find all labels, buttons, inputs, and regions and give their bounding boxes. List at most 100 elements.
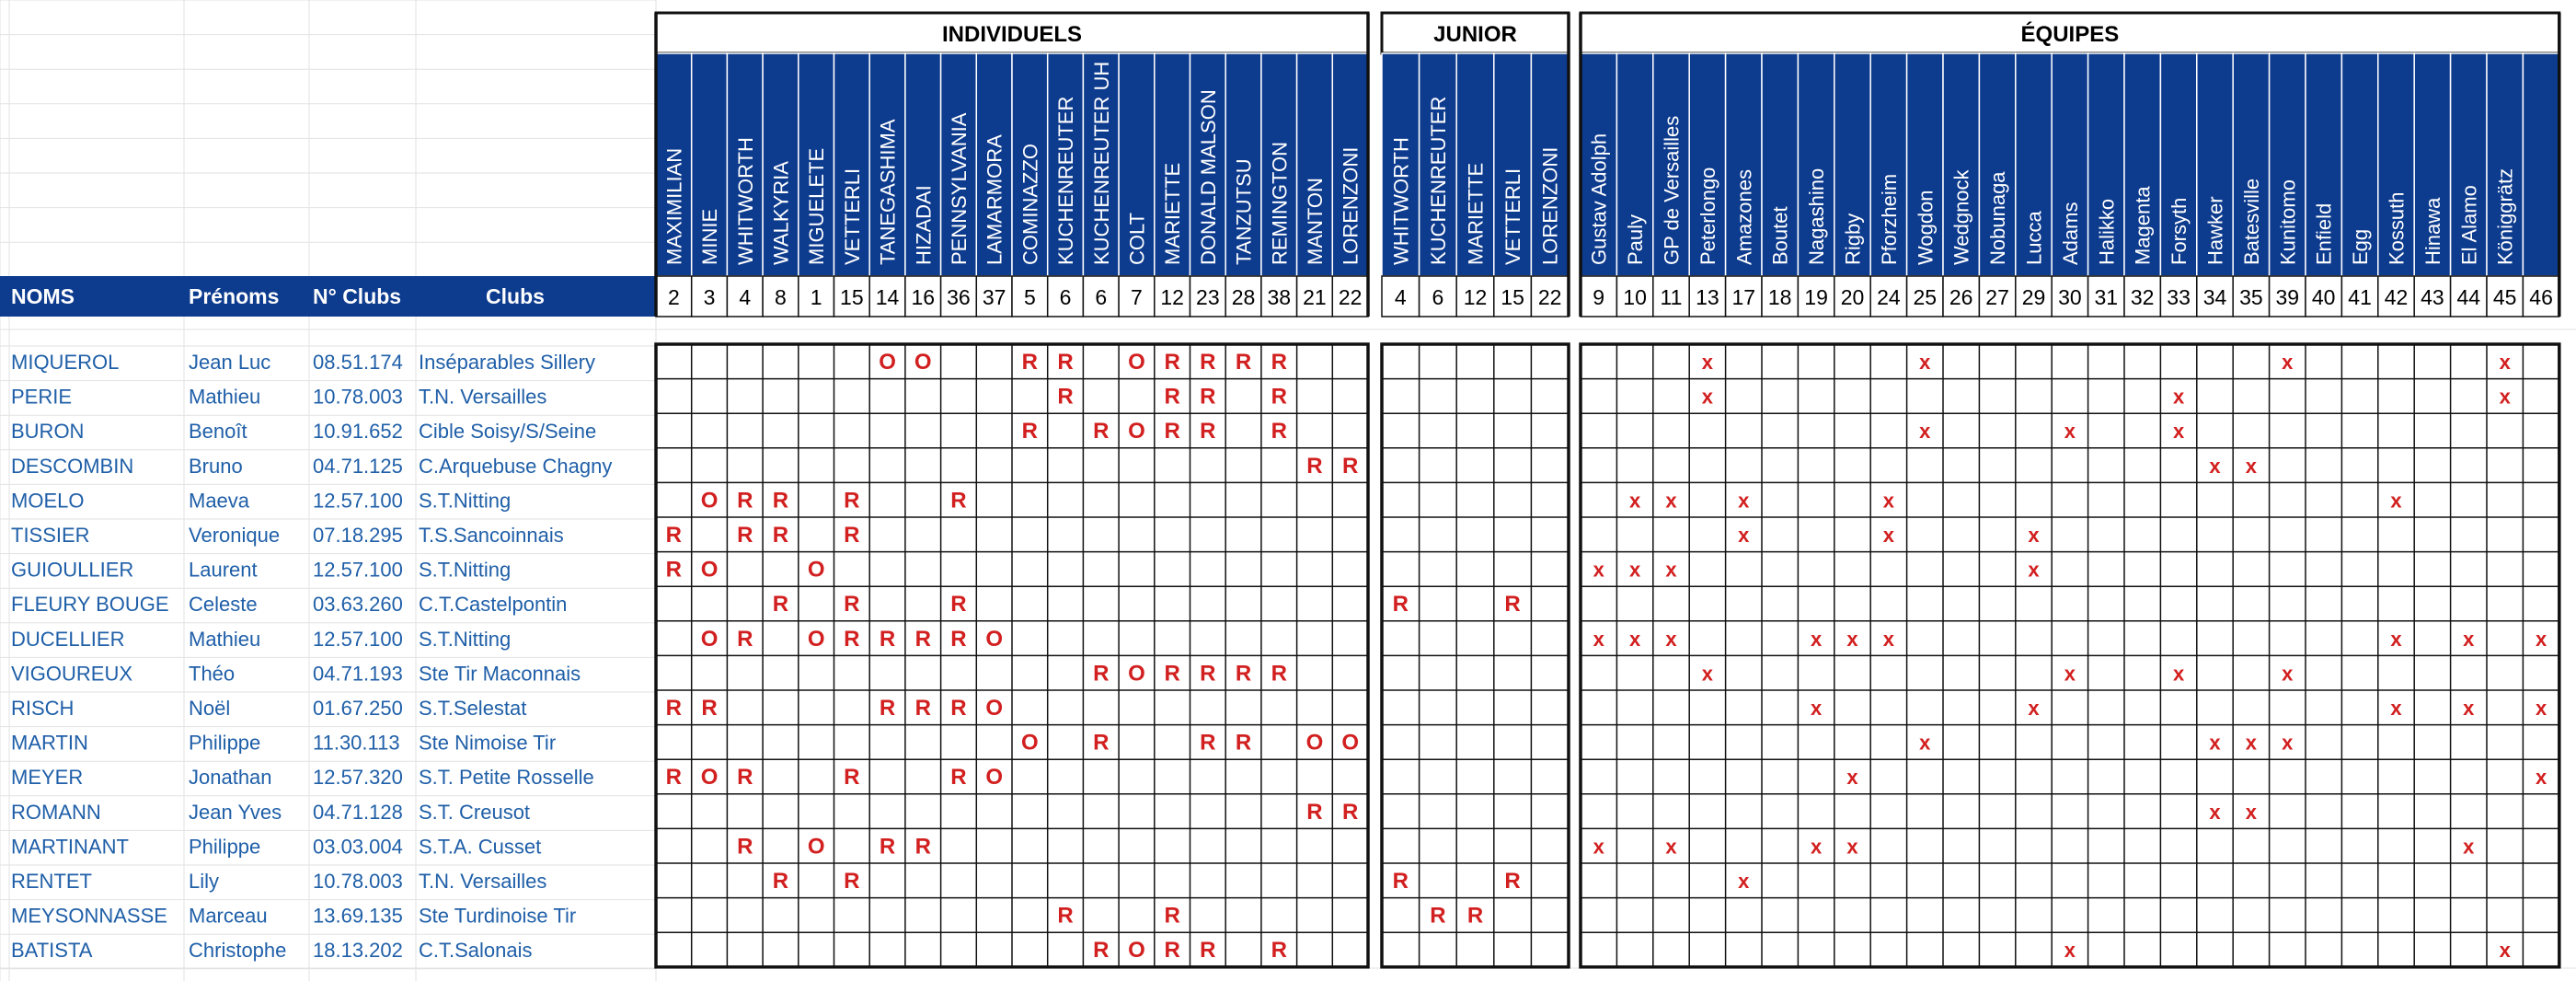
equipe-mark[interactable]: x xyxy=(1919,420,1931,443)
row-prenom[interactable]: Jonathan xyxy=(189,766,272,789)
equipe-mark[interactable]: x xyxy=(1846,766,1858,789)
individuel-mark[interactable]: R xyxy=(844,523,859,548)
individuel-mark[interactable]: O xyxy=(1341,731,1359,756)
individuel-mark[interactable]: R xyxy=(844,765,859,790)
individuel-mark[interactable]: O xyxy=(1306,731,1324,756)
individuel-mark[interactable]: R xyxy=(1236,350,1251,375)
junior-mark[interactable]: R xyxy=(1430,904,1445,929)
individuel-mark[interactable]: R xyxy=(1093,661,1109,686)
row-club[interactable]: T.S.Sancoinnais xyxy=(419,524,564,547)
row-club-no[interactable]: 08.51.174 xyxy=(313,351,403,374)
row-nom[interactable]: FLEURY BOUGE xyxy=(11,593,169,616)
row-prenom[interactable]: Bruno xyxy=(189,455,243,478)
junior-mark[interactable]: R xyxy=(1504,869,1520,894)
individuel-mark[interactable]: R xyxy=(1271,419,1287,444)
equipe-mark[interactable]: x xyxy=(2536,697,2547,720)
individuel-mark[interactable]: O xyxy=(985,627,1003,652)
equipe-mark[interactable]: x xyxy=(1702,386,1714,409)
equipe-mark[interactable]: x xyxy=(2536,766,2547,789)
row-club[interactable]: S.T.Nitting xyxy=(419,628,511,651)
row-club[interactable]: C.T.Castelpontin xyxy=(419,593,567,616)
row-club-no[interactable]: 04.71.128 xyxy=(313,801,403,824)
equipe-mark[interactable]: x xyxy=(1593,628,1605,651)
individuel-mark[interactable]: O xyxy=(701,558,719,583)
row-club[interactable]: S.T.Nitting xyxy=(419,489,511,512)
individuel-mark[interactable]: R xyxy=(737,488,753,513)
individuel-mark[interactable]: R xyxy=(1271,938,1287,963)
row-club[interactable]: Ste Nimoise Tir xyxy=(419,732,556,755)
individuel-mark[interactable]: R xyxy=(1057,350,1073,375)
row-nom[interactable]: MIQUEROL xyxy=(11,351,119,374)
equipe-mark[interactable]: x xyxy=(1702,662,1714,685)
equipe-mark[interactable]: x xyxy=(1846,835,1858,858)
junior-mark[interactable]: R xyxy=(1393,869,1409,894)
junior-mark[interactable]: R xyxy=(1467,904,1483,929)
row-nom[interactable]: DESCOMBIN xyxy=(11,455,133,478)
row-club-no[interactable]: 18.13.202 xyxy=(313,939,403,962)
individuel-mark[interactable]: R xyxy=(1342,454,1358,479)
row-prenom[interactable]: Lily xyxy=(189,870,219,893)
individuel-mark[interactable]: R xyxy=(950,765,966,790)
row-nom[interactable]: DUCELLIER xyxy=(11,628,124,651)
equipe-mark[interactable]: x xyxy=(1919,732,1931,755)
junior-mark[interactable]: R xyxy=(1393,592,1409,617)
row-prenom[interactable]: Laurent xyxy=(189,559,258,582)
row-club-no[interactable]: 10.78.003 xyxy=(313,870,403,893)
equipe-mark[interactable]: x xyxy=(2209,801,2221,824)
individuel-mark[interactable]: R xyxy=(880,627,895,652)
row-club-no[interactable]: 03.03.004 xyxy=(313,835,403,858)
row-nom[interactable]: BURON xyxy=(11,420,84,443)
individuel-mark[interactable]: R xyxy=(1200,350,1215,375)
row-nom[interactable]: TISSIER xyxy=(11,524,90,547)
individuel-mark[interactable]: R xyxy=(1057,904,1073,929)
individuel-mark[interactable]: R xyxy=(844,488,859,513)
individuel-mark[interactable]: R xyxy=(1164,419,1179,444)
individuel-mark[interactable]: O xyxy=(808,834,825,859)
row-nom[interactable]: MEYER xyxy=(11,766,83,789)
individuel-mark[interactable]: R xyxy=(1200,385,1215,410)
equipe-mark[interactable]: x xyxy=(2500,939,2512,962)
row-club-no[interactable]: 04.71.193 xyxy=(313,662,403,685)
equipe-mark[interactable]: x xyxy=(1811,628,1823,651)
individuel-mark[interactable]: R xyxy=(915,696,931,721)
equipe-mark[interactable]: x xyxy=(1738,489,1750,512)
individuel-mark[interactable]: R xyxy=(1200,419,1215,444)
individuel-mark[interactable]: R xyxy=(1057,385,1073,410)
individuel-mark[interactable]: R xyxy=(1093,731,1109,756)
individuel-mark[interactable]: R xyxy=(1236,731,1251,756)
individuel-mark[interactable]: R xyxy=(1306,454,1322,479)
row-nom[interactable]: ROMANN xyxy=(11,801,101,824)
individuel-mark[interactable]: R xyxy=(1271,661,1287,686)
row-club-no[interactable]: 13.69.135 xyxy=(313,905,403,928)
equipe-mark[interactable]: x xyxy=(2390,697,2402,720)
row-club[interactable]: S.T.Nitting xyxy=(419,559,511,582)
equipe-mark[interactable]: x xyxy=(1846,628,1858,651)
individuel-mark[interactable]: R xyxy=(773,523,788,548)
individuel-mark[interactable]: R xyxy=(950,488,966,513)
individuel-mark[interactable]: R xyxy=(1093,938,1109,963)
equipe-mark[interactable]: x xyxy=(2173,420,2185,443)
equipe-mark[interactable]: x xyxy=(2064,420,2076,443)
equipe-mark[interactable]: x xyxy=(1629,559,1641,582)
equipe-mark[interactable]: x xyxy=(2064,939,2076,962)
row-club[interactable]: C.Arquebuse Chagny xyxy=(419,455,612,478)
equipe-mark[interactable]: x xyxy=(2390,489,2402,512)
row-nom[interactable]: RISCH xyxy=(11,697,74,720)
individuel-mark[interactable]: R xyxy=(666,765,682,790)
equipe-mark[interactable]: x xyxy=(1665,628,1677,651)
individuel-mark[interactable]: R xyxy=(950,627,966,652)
individuel-mark[interactable]: R xyxy=(1164,938,1179,963)
row-club[interactable]: S.T.Selestat xyxy=(419,697,526,720)
individuel-mark[interactable]: R xyxy=(1342,800,1358,825)
row-club[interactable]: T.N. Versailles xyxy=(419,386,546,409)
row-prenom[interactable]: Noël xyxy=(189,697,230,720)
equipe-mark[interactable]: x xyxy=(2209,455,2221,478)
row-nom[interactable]: PERIE xyxy=(11,386,72,409)
row-club[interactable]: T.N. Versailles xyxy=(419,870,546,893)
individuel-mark[interactable]: R xyxy=(701,696,717,721)
equipe-mark[interactable]: x xyxy=(2246,455,2258,478)
equipe-mark[interactable]: x xyxy=(2282,732,2294,755)
equipe-mark[interactable]: x xyxy=(2246,801,2258,824)
individuel-mark[interactable]: R xyxy=(1022,419,1038,444)
individuel-mark[interactable]: R xyxy=(915,834,931,859)
